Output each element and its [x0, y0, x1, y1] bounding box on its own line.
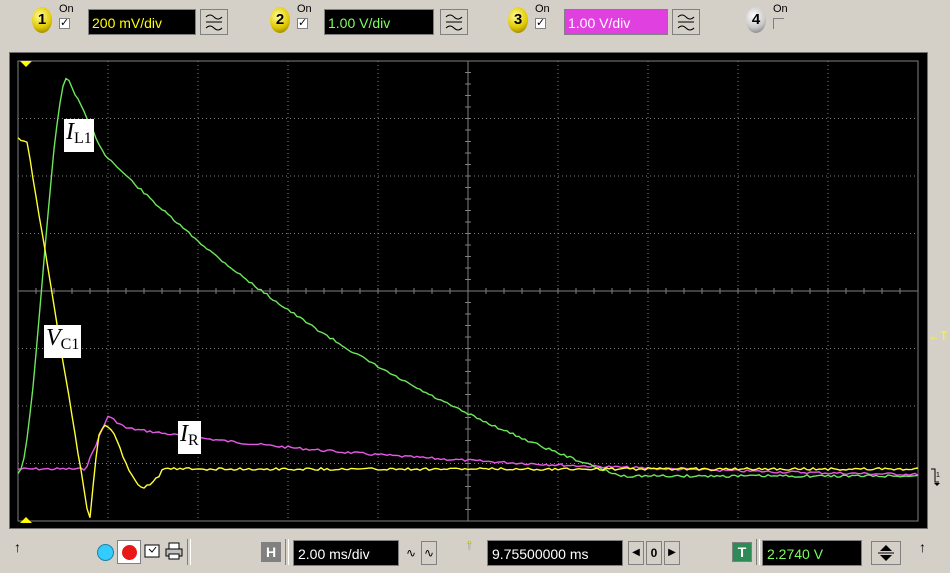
- trigger-level-spinner[interactable]: [871, 541, 901, 565]
- channel-3-volts-per-div[interactable]: 1.00 V/div: [564, 9, 668, 35]
- ac-dc-coupling-icon[interactable]: [200, 9, 228, 35]
- channel-4-badge[interactable]: 4: [746, 7, 766, 33]
- left-scroll-arrow[interactable]: ↑: [14, 539, 21, 555]
- channel-3-badge[interactable]: 3: [508, 7, 528, 33]
- channel-2-volts-per-div[interactable]: 1.00 V/div: [324, 9, 434, 35]
- svg-text:1: 1: [936, 472, 940, 479]
- graticule: [17, 60, 919, 522]
- toolbar-divider: [285, 539, 289, 565]
- stop-button[interactable]: [117, 540, 141, 564]
- ac-dc-coupling-icon[interactable]: [440, 9, 468, 35]
- trigger-level-marker: ←T: [928, 329, 948, 343]
- channel-2-badge[interactable]: 2: [270, 7, 290, 33]
- run-icon[interactable]: [97, 544, 114, 561]
- label-i-l1: IL1: [64, 119, 94, 152]
- trigger-slope-icon: 1: [929, 467, 943, 487]
- scope-screen[interactable]: IL1 VC1 IR: [9, 52, 928, 529]
- trace-i-r: [17, 415, 919, 477]
- trigger-level-field[interactable]: 2.2740 V: [762, 540, 862, 566]
- label-v-c1: VC1: [44, 325, 82, 358]
- nudge-right-button[interactable]: ▶: [664, 541, 680, 565]
- trigger-position-arrow-icon: ↑: [466, 536, 473, 552]
- channel-2-checkbox[interactable]: ✓: [297, 17, 308, 29]
- right-scroll-arrow[interactable]: ↑: [919, 539, 926, 555]
- trigger-button[interactable]: T: [732, 542, 752, 562]
- horizontal-button[interactable]: H: [261, 542, 281, 562]
- channel-4-checkbox[interactable]: [773, 18, 784, 29]
- channel-1-volts-per-div[interactable]: 200 mV/div: [88, 9, 196, 35]
- trigger-counter[interactable]: 0: [646, 541, 662, 565]
- scope-plot: [17, 60, 919, 523]
- trigger-top-marker: [20, 61, 32, 67]
- trigger-position-field[interactable]: 9.75500000 ms: [487, 540, 623, 566]
- trace-i-l1: [17, 77, 919, 478]
- channel-1-on-label: On: [59, 3, 74, 15]
- waveform-mode-icon[interactable]: ∿: [421, 541, 437, 565]
- toolbar-divider: [187, 539, 191, 565]
- trace-v-c1: [17, 137, 919, 518]
- copy-icon[interactable]: [144, 542, 162, 560]
- nudge-left-button[interactable]: ◀: [628, 541, 644, 565]
- label-i-r: IR: [178, 421, 201, 454]
- toolbar-divider: [756, 539, 760, 565]
- channel-1-checkbox[interactable]: ✓: [59, 17, 70, 29]
- trigger-bottom-marker: [20, 517, 32, 523]
- channel-2-on-label: On: [297, 3, 312, 15]
- print-icon[interactable]: [165, 542, 183, 560]
- timebase-field[interactable]: 2.00 ms/div: [293, 540, 399, 566]
- channel-3-checkbox[interactable]: ✓: [535, 17, 546, 29]
- channel-4-on-label: On: [773, 3, 788, 15]
- record-icon: [121, 545, 137, 560]
- channel-1-badge[interactable]: 1: [32, 7, 52, 33]
- ac-dc-coupling-icon[interactable]: [672, 9, 700, 35]
- channel-3-on-label: On: [535, 3, 550, 15]
- horizontal-zoom-icon[interactable]: ∿: [403, 541, 419, 565]
